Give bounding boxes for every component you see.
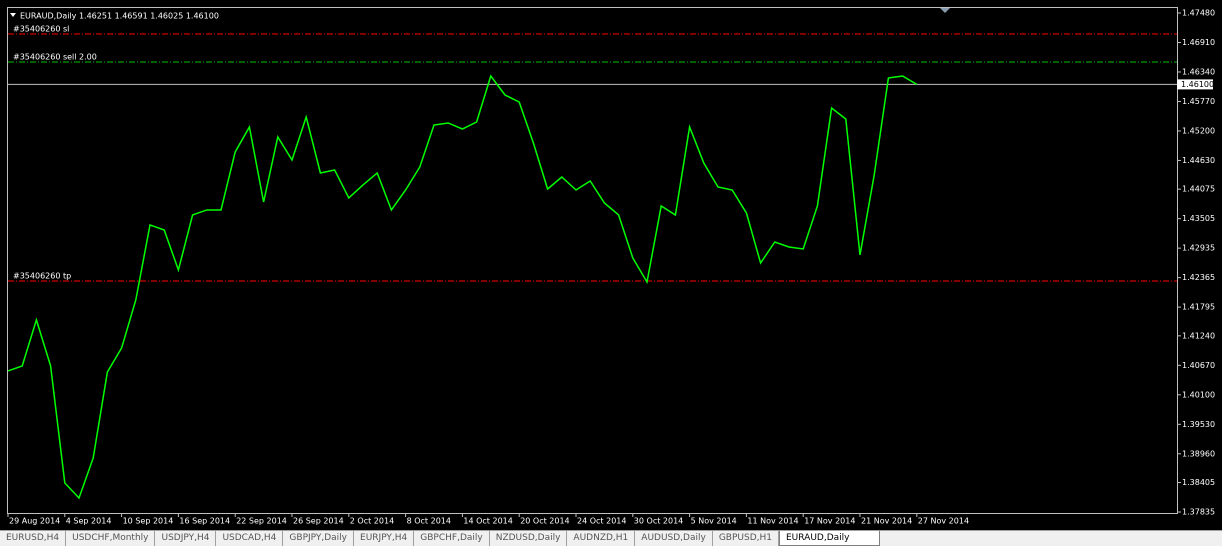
order-label: #35406260 sl [13,25,69,34]
y-tick-label: 1.46340 [1182,67,1215,76]
tab[interactable]: GBPUSD,H1 [713,531,779,546]
tab[interactable]: EURUSD,H4 [0,531,67,546]
last-price-label: 1.46100 [1181,80,1214,89]
y-tick-label: 1.40100 [1182,390,1215,399]
y-tick-label: 1.46910 [1182,38,1215,47]
y-tick-label: 1.44630 [1182,156,1215,165]
order-label: #35406260 sell 2.00 [13,52,97,61]
x-tick-label: 2 Oct 2014 [350,517,394,526]
x-tick-label: 20 Oct 2014 [520,517,569,526]
y-tick-label: 1.39530 [1182,420,1215,429]
y-tick-label: 1.47480 [1182,9,1215,18]
x-tick-label: 24 Oct 2014 [577,517,626,526]
x-tick-label: 4 Sep 2014 [66,517,112,526]
plot-frame [7,7,1178,514]
price-line [7,74,918,500]
header-arrow [10,13,16,17]
x-tick-label: 14 Oct 2014 [463,517,512,526]
tab[interactable]: NZDUSD,Daily [490,531,568,546]
y-tick-label: 1.41795 [1182,303,1215,312]
scroll-marker [940,8,950,13]
x-tick-label: 17 Nov 2014 [804,517,855,526]
chart-header: EURAUD,Daily 1.46251 1.46591 1.46025 1.4… [20,12,219,21]
x-tick-label: 11 Nov 2014 [747,517,798,526]
y-tick-label: 1.38960 [1182,449,1215,458]
tab[interactable]: GBPJPY,Daily [283,531,355,546]
x-tick-label: 21 Nov 2014 [861,517,912,526]
tab-bar: EURUSD,H4 USDCHF,Monthly USDJPY,H4 USDCAD,H… [0,530,1222,546]
x-tick-label: 16 Sep 2014 [179,517,230,526]
chart: EURAUD,Daily 1.46251 1.46591 1.46025 1.4… [7,7,1215,526]
y-tick-label: 1.40670 [1182,361,1215,370]
x-tick-label: 26 Sep 2014 [293,517,344,526]
tab[interactable]: USDCHF,Monthly [66,531,156,546]
y-tick-label: 1.41240 [1182,331,1215,340]
y-tick-label: 1.45200 [1182,126,1215,135]
y-tick-label: 1.42365 [1182,273,1215,282]
x-tick-label: 22 Sep 2014 [236,517,287,526]
y-tick-label: 1.38405 [1182,478,1215,487]
x-tick-label: 10 Sep 2014 [123,517,174,526]
x-tick-label: 27 Nov 2014 [918,517,969,526]
y-tick-label: 1.45770 [1182,97,1215,106]
last-price-box [1177,79,1213,90]
x-tick-label: 5 Nov 2014 [691,517,737,526]
tab[interactable]: EURAUD,Daily [779,531,881,546]
y-tick-label: 1.42935 [1182,244,1215,253]
tab[interactable]: EURJPY,H4 [354,531,415,546]
tab[interactable]: USDCAD,H4 [216,531,284,546]
y-tick-label: 1.37835 [1182,508,1215,517]
tab[interactable]: AUDUSD,Daily [635,531,713,546]
x-tick-label: 29 Aug 2014 [9,517,60,526]
y-tick-label: 1.43505 [1182,214,1215,223]
tab[interactable]: USDJPY,H4 [155,531,217,546]
tab[interactable]: AUDNZD,H1 [567,531,636,546]
tab[interactable]: GBPCHF,Daily [414,531,490,546]
x-tick-label: 30 Oct 2014 [634,517,683,526]
y-tick-label: 1.44075 [1182,185,1215,194]
order-label: #35406260 tp [13,271,71,280]
x-tick-label: 8 Oct 2014 [407,517,451,526]
